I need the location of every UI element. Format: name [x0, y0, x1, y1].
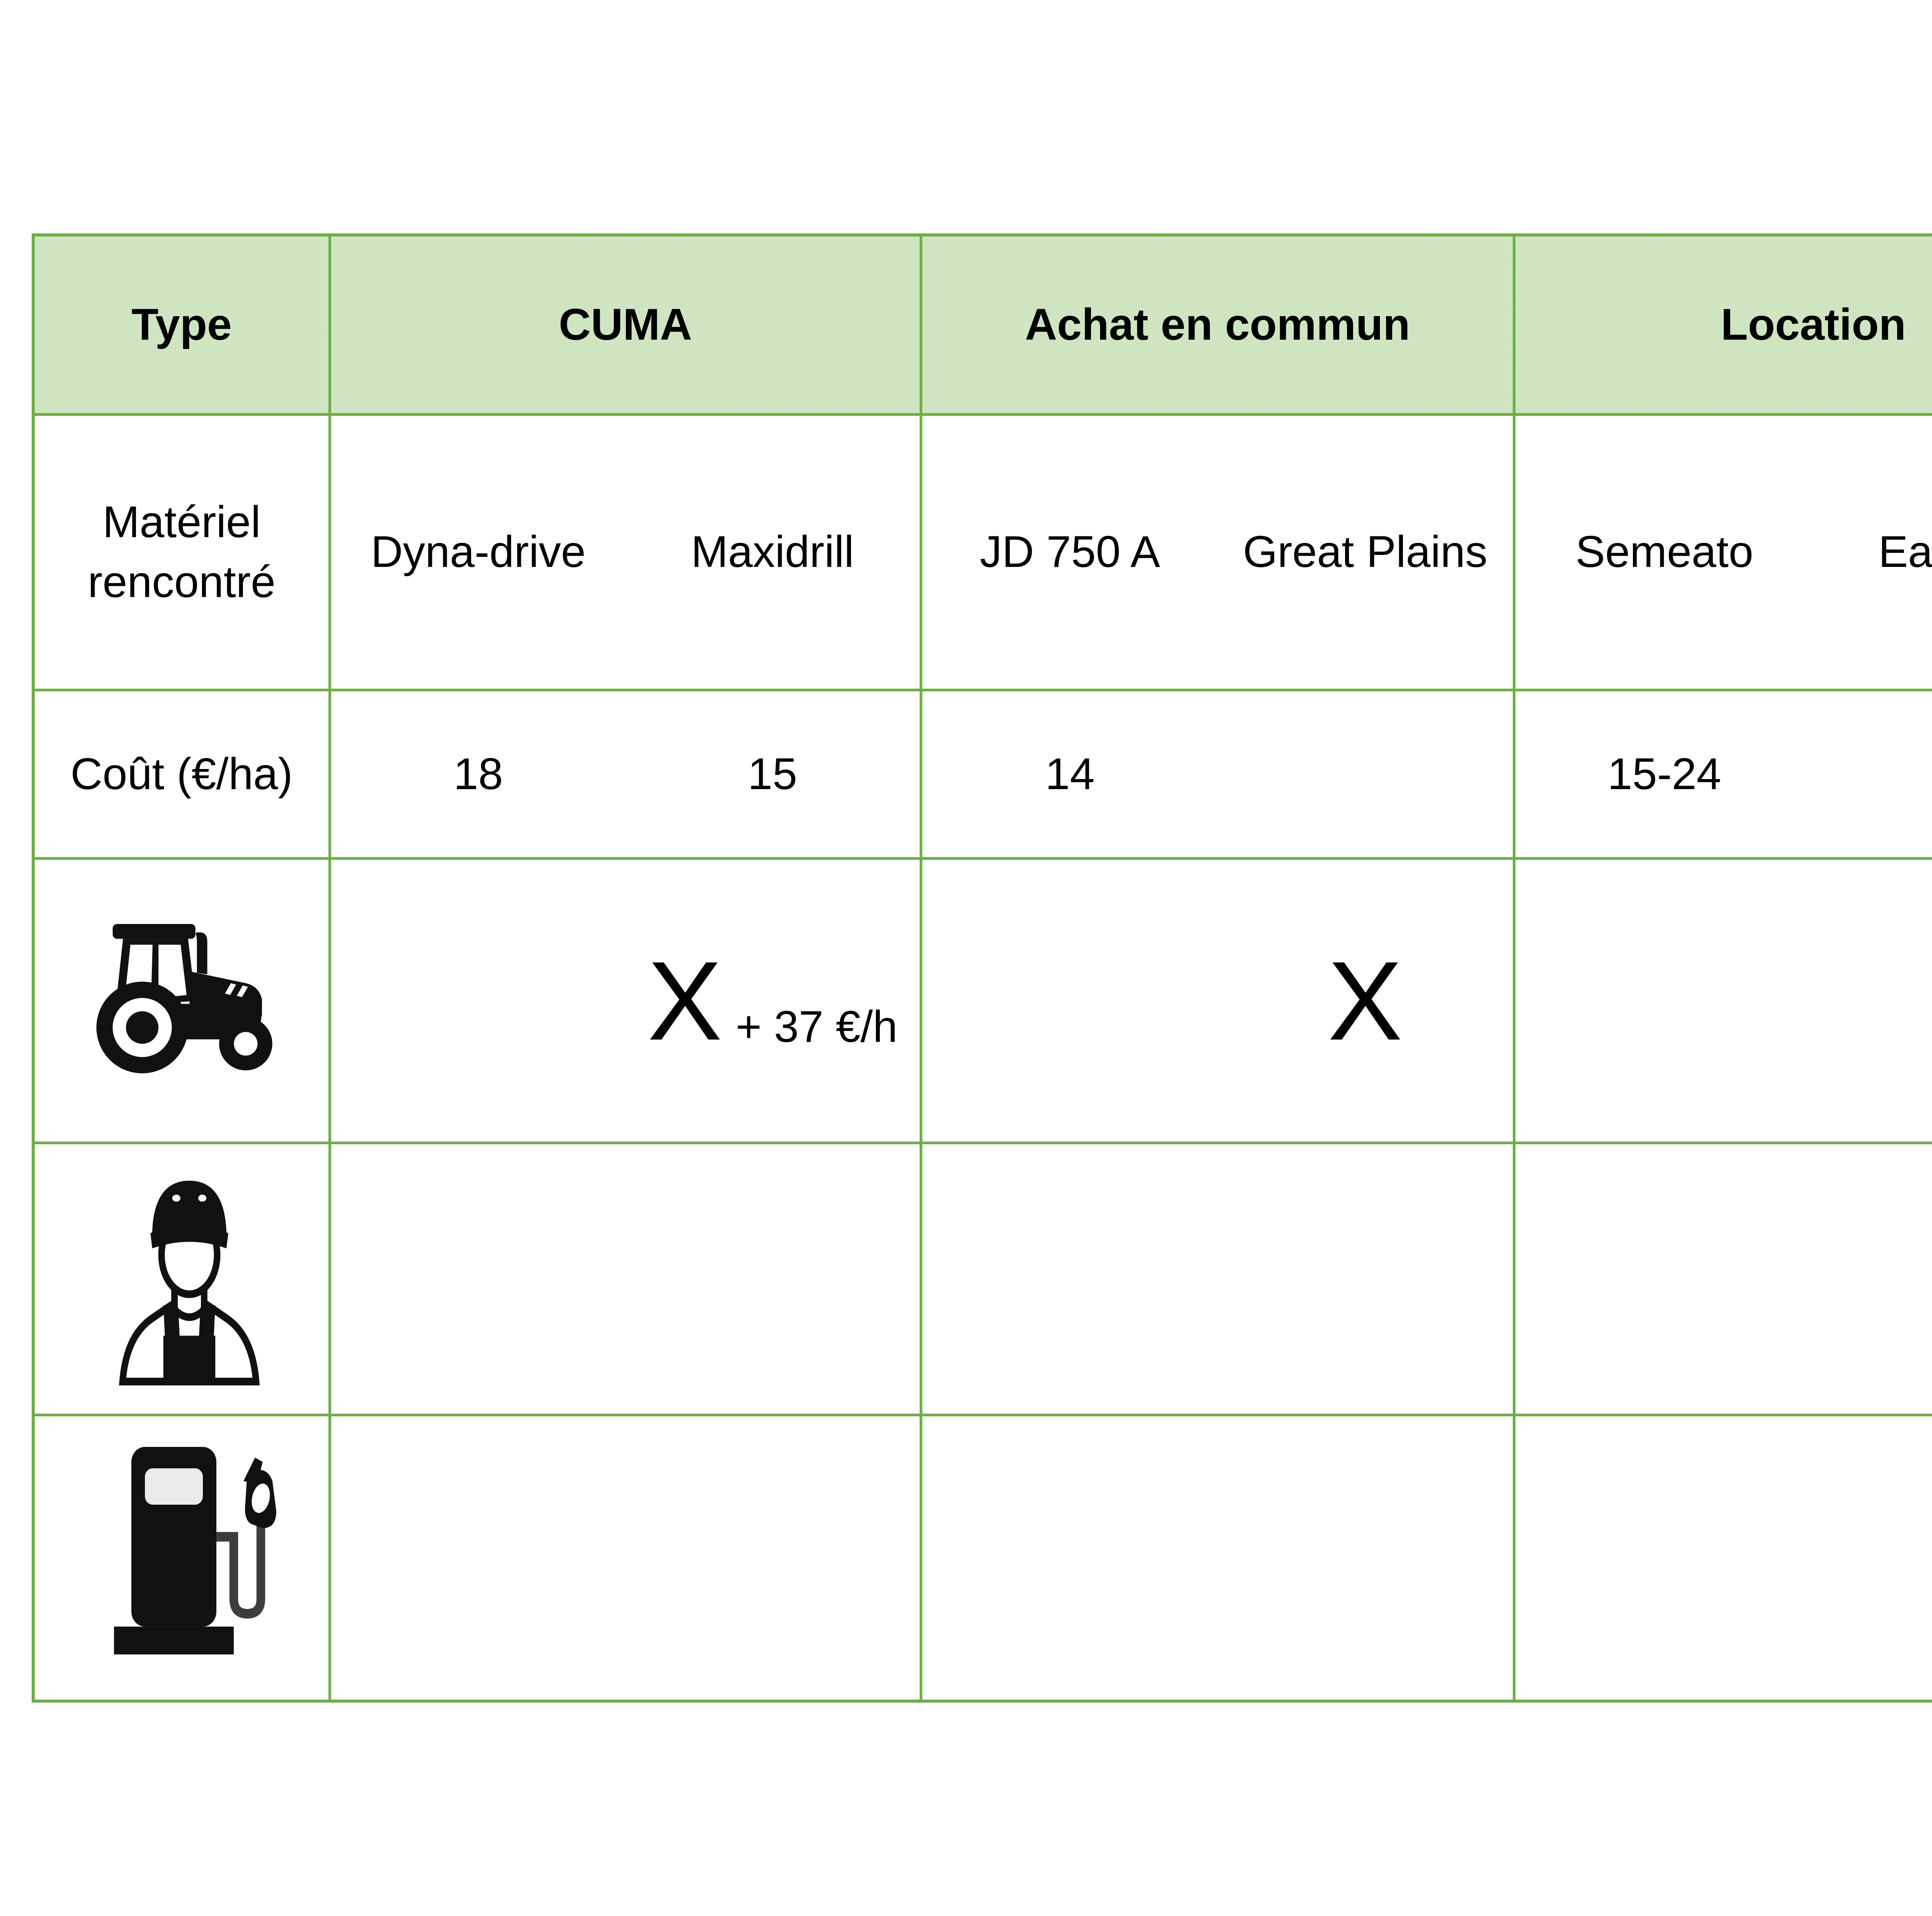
cost-maxidrill: 15 — [748, 749, 798, 799]
materiel-cell-location: Semeato Easydrill — [1515, 416, 1932, 689]
worker-icon — [97, 1170, 282, 1388]
fuel-cuma-left — [331, 1416, 626, 1700]
worker-cell-location — [1515, 1144, 1932, 1414]
tractor-cuma-right: X + 37 €/h — [626, 860, 920, 1142]
worker-location-left — [1515, 1144, 1813, 1414]
tractor-great-plains-x-mark: X — [1328, 938, 1403, 1063]
header-label-type: Type — [131, 299, 232, 349]
fuel-cell-achat — [922, 1416, 1513, 1700]
fuel-cell-cuma — [331, 1416, 920, 1700]
tractor-icon — [92, 924, 287, 1078]
worker-cuma-left — [331, 1144, 626, 1414]
tractor-location-right — [1813, 860, 1932, 1142]
worker-location-right — [1813, 1144, 1932, 1414]
cost-comparison-table: Type CUMA Achat en commun Location Prest… — [32, 233, 1932, 1703]
fuel-cell-location — [1515, 1416, 1932, 1700]
cost-cell-cuma: 18 15 — [331, 691, 920, 857]
header-label-cuma: CUMA — [559, 299, 692, 349]
materiel-row-label: Matériel rencontré — [88, 497, 276, 607]
fuel-location-left — [1515, 1416, 1813, 1700]
tractor-row-icon-cell — [35, 860, 328, 1142]
tractor-cell-achat: X — [922, 860, 1513, 1142]
header-cell-cuma: CUMA — [331, 237, 920, 413]
header-cell-type: Type — [35, 237, 328, 413]
fuel-cuma-right — [626, 1416, 920, 1700]
fuel-achat-right — [1218, 1416, 1513, 1700]
materiel-cell-achat: JD 750 A Great Plains — [922, 416, 1513, 689]
cost-row-label-cell: Coût (€/ha) — [35, 691, 328, 857]
worker-cell-achat — [922, 1144, 1513, 1414]
tractor-maxidrill-cost-note: + 37 €/h — [736, 1002, 898, 1052]
materiel-location-left: Semeato — [1575, 527, 1753, 577]
materiel-cuma-right: Maxidrill — [691, 527, 854, 577]
cost-cell-achat: 14 — [922, 691, 1513, 857]
header-label-location: Location — [1721, 299, 1906, 349]
materiel-achat-right: Great Plains — [1243, 527, 1488, 577]
materiel-cell-cuma: Dyna-drive Maxidrill — [331, 416, 920, 689]
worker-achat-right — [1218, 1144, 1513, 1414]
materiel-row-label-cell: Matériel rencontré — [35, 416, 328, 689]
header-label-achat: Achat en commun — [1025, 299, 1410, 349]
worker-cuma-right — [626, 1144, 920, 1414]
tractor-achat-left — [922, 860, 1218, 1142]
cost-easydrill: 25 — [1813, 691, 1932, 857]
tractor-cell-location — [1515, 860, 1932, 1142]
materiel-cuma-left: Dyna-drive — [371, 527, 586, 577]
cost-great-plains — [1218, 691, 1513, 857]
fuel-pump-icon — [93, 1438, 286, 1678]
fuel-row-icon-cell — [35, 1416, 328, 1700]
cost-dyna-drive: 18 — [453, 749, 503, 799]
cost-jd750a: 14 — [1045, 749, 1095, 799]
header-cell-achat: Achat en commun — [922, 237, 1513, 413]
tractor-location-left — [1515, 860, 1813, 1142]
fuel-achat-left — [922, 1416, 1218, 1700]
header-cell-location: Location — [1515, 237, 1932, 413]
worker-cell-cuma — [331, 1144, 920, 1414]
cost-row-label: Coût (€/ha) — [70, 749, 293, 799]
tractor-cuma-left — [331, 860, 626, 1142]
cost-cell-location: 15-24 25 — [1515, 691, 1932, 857]
worker-row-icon-cell — [35, 1144, 328, 1414]
tractor-cell-cuma: X + 37 €/h — [331, 860, 920, 1142]
tractor-maxidrill-x-mark: X — [647, 938, 723, 1063]
materiel-location-right: Easydrill — [1878, 527, 1932, 577]
cost-semeato: 15-24 — [1607, 749, 1721, 799]
materiel-achat-left: JD 750 A — [980, 527, 1160, 577]
worker-achat-left — [922, 1144, 1218, 1414]
fuel-location-right — [1813, 1416, 1932, 1700]
